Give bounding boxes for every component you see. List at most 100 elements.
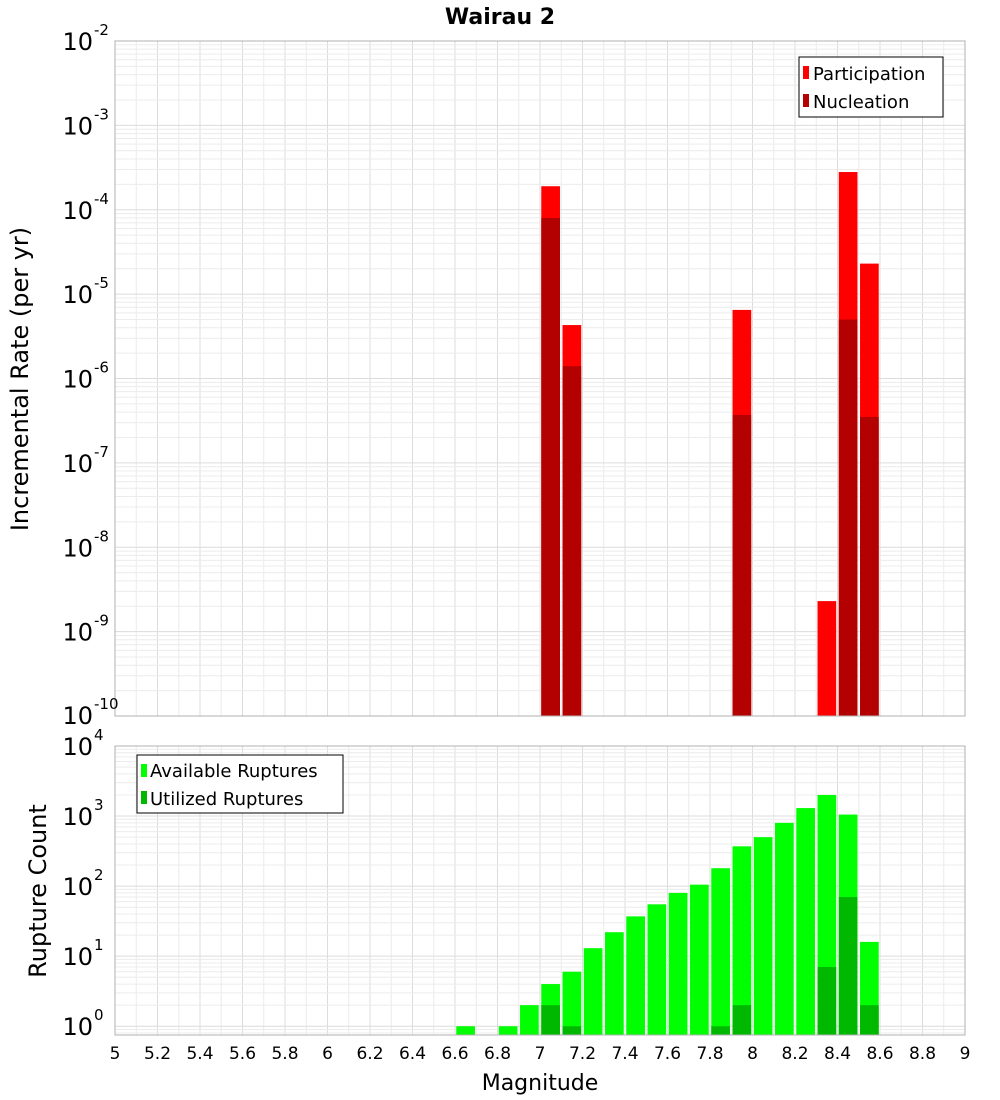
bottom-ylabel: Rupture Count <box>24 804 52 978</box>
legend-nucleation-swatch <box>803 94 809 107</box>
x-tick-label: 5.6 <box>229 1044 256 1064</box>
top-ytick-base: 10 <box>62 281 93 309</box>
top-bar-nucleation <box>541 217 560 716</box>
top-ytick-exponent: -10 <box>94 695 119 713</box>
top-ytick-base: 10 <box>62 197 93 225</box>
bottom-bar-available-ruptures <box>520 1005 539 1035</box>
top-bar-nucleation <box>838 319 858 716</box>
top-bar-nucleation <box>732 414 752 716</box>
x-tick-label: 6.8 <box>484 1044 511 1064</box>
bottom-bar-utilized-ruptures <box>562 1026 582 1035</box>
bottom-bars <box>456 794 879 1035</box>
x-tick-label: 7 <box>535 1044 546 1064</box>
top-ytick-exponent: -4 <box>94 190 109 208</box>
top-legend: Participation Nucleation <box>798 56 944 118</box>
top-ytick-exponent: -8 <box>94 527 109 545</box>
x-tick-label: 7.4 <box>611 1044 638 1064</box>
top-grid <box>114 40 966 717</box>
x-tick-label: 6.6 <box>441 1044 468 1064</box>
bottom-ytick-exponent: 1 <box>94 936 104 954</box>
top-ytick-exponent: -3 <box>94 105 109 123</box>
x-tick-label: 6.4 <box>399 1044 426 1064</box>
x-tick-label: 7.6 <box>654 1044 681 1064</box>
bottom-bar-utilized-ruptures <box>541 1005 560 1035</box>
top-ytick-base: 10 <box>62 450 93 478</box>
bottom-ytick-exponent: 2 <box>94 866 104 884</box>
top-ytick-base: 10 <box>62 366 93 394</box>
top-ytick-exponent: -2 <box>94 21 109 39</box>
bottom-ytick-base: 10 <box>62 1013 93 1041</box>
chart-title: Wairau 2 <box>445 5 555 30</box>
bottom-bar-available-ruptures <box>732 846 752 1035</box>
x-tick-label: 7.2 <box>569 1044 596 1064</box>
bottom-bar-available-ruptures <box>626 916 645 1035</box>
bottom-ytick-exponent: 3 <box>94 796 104 814</box>
legend-participation-swatch <box>803 66 809 79</box>
legend-utilized-label: Utilized Ruptures <box>150 789 303 810</box>
x-tick-label: 6.2 <box>356 1044 383 1064</box>
bottom-ytick-exponent: 0 <box>94 1006 104 1024</box>
x-tick-label: 8.2 <box>781 1044 808 1064</box>
x-tick-label: 8.6 <box>866 1044 893 1064</box>
top-ytick-base: 10 <box>62 534 93 562</box>
bottom-bar-available-ruptures <box>456 1026 475 1035</box>
top-ytick-base: 10 <box>62 112 93 140</box>
top-ytick-exponent: -7 <box>94 443 109 461</box>
top-ytick-base: 10 <box>62 619 93 647</box>
top-bar-participation <box>817 601 837 716</box>
x-tick-label: 8.4 <box>824 1044 851 1064</box>
legend-available-swatch <box>141 764 147 777</box>
bottom-legend: Available Ruptures Utilized Ruptures <box>136 754 344 814</box>
top-ytick-exponent: -5 <box>94 274 109 292</box>
x-tick-label: 6 <box>322 1044 333 1064</box>
top-bar-nucleation <box>562 366 582 716</box>
bottom-legend-box <box>136 754 344 814</box>
bottom-ytick-base: 10 <box>62 803 93 831</box>
top-plot-frame <box>114 40 966 717</box>
bottom-bar-available-ruptures <box>605 932 624 1035</box>
bottom-ytick-base: 10 <box>62 733 93 761</box>
legend-participation-label: Participation <box>813 64 925 85</box>
x-tick-label: 8.8 <box>909 1044 936 1064</box>
bottom-ytick-base: 10 <box>62 943 93 971</box>
bottom-bar-utilized-ruptures <box>817 967 837 1035</box>
x-ticks: 5 5.2 5.4 5.6 5.8 6 6.2 6.4 6.6 6.8 7 7.2 7.4 7.6 7.8 8… <box>110 1044 971 1064</box>
bottom-bar-available-ruptures <box>775 822 794 1035</box>
bottom-bar-available-ruptures <box>583 948 603 1035</box>
top-ytick-exponent: -6 <box>94 359 109 377</box>
bottom-bar-utilized-ruptures <box>860 1005 879 1035</box>
top-ytick-base: 10 <box>62 702 93 730</box>
bottom-bar-utilized-ruptures <box>711 1026 730 1035</box>
top-ylabel: Incremental Rate (per yr) <box>6 227 34 531</box>
bottom-bar-available-ruptures <box>711 868 730 1035</box>
legend-utilized-swatch <box>141 791 147 804</box>
x-tick-label: 9 <box>960 1044 971 1064</box>
x-tick-label: 5.8 <box>271 1044 298 1064</box>
top-legend-box <box>798 56 944 118</box>
x-tick-label: 5.2 <box>144 1044 171 1064</box>
bottom-bar-available-ruptures <box>796 808 815 1035</box>
x-tick-label: 8 <box>747 1044 758 1064</box>
bottom-ytick-exponent: 4 <box>94 726 104 744</box>
bottom-bar-available-ruptures <box>753 837 773 1035</box>
legend-nucleation-label: Nucleation <box>813 92 909 113</box>
bottom-plot-frame <box>114 745 966 1036</box>
x-axis-label: Magnitude <box>482 1071 599 1096</box>
bottom-bar-utilized-ruptures <box>838 896 858 1035</box>
top-bars <box>541 172 879 716</box>
bottom-bar-available-ruptures <box>690 884 709 1035</box>
x-tick-label: 5 <box>110 1044 121 1064</box>
legend-available-label: Available Ruptures <box>150 761 318 782</box>
x-tick-label: 7.8 <box>696 1044 723 1064</box>
x-tick-label: 5.4 <box>186 1044 213 1064</box>
top-ytick-base: 10 <box>62 28 93 56</box>
bottom-ytick-base: 10 <box>62 873 93 901</box>
top-bar-nucleation <box>860 416 879 716</box>
bottom-bar-available-ruptures <box>562 971 582 1035</box>
bottom-bar-available-ruptures <box>647 904 667 1035</box>
